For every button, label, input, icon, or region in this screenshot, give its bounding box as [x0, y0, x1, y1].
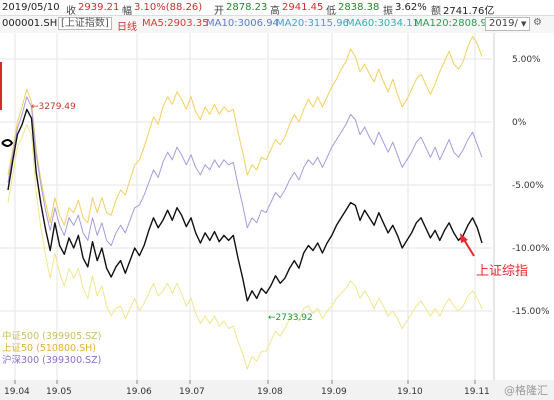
left-arrow-icon: ←: [268, 313, 276, 323]
low-label: 低: [326, 6, 336, 17]
annotation-arrowhead: [460, 233, 468, 243]
series-lines: [7, 35, 483, 370]
x-tick-label: 19.06: [126, 387, 152, 397]
low-value: 2838.38: [338, 2, 380, 13]
high-annotation-text: 3279.49: [38, 102, 76, 112]
legend-item-s500: 中证500 (399905.SZ): [2, 331, 102, 342]
series-line-index: [7, 108, 483, 302]
header-divider: [0, 15, 554, 16]
index-name-annotation: 上证综指: [476, 264, 529, 279]
x-tick-label: 19.11: [464, 387, 490, 397]
high-label: 高: [270, 6, 280, 17]
amp-label: 振: [383, 6, 393, 17]
x-axis: 19.04 19.05 19.06 19.07 19.08 19.09 19.10 19.11: [4, 380, 490, 397]
quote-header: 2019/05/10 收 2939.21 幅 3.10%(88.26) 开 28…: [0, 0, 554, 17]
settings-icon[interactable]: ⚙: [533, 17, 542, 28]
x-tick-label: 19.07: [179, 387, 205, 397]
y-tick-label: -10.00%: [512, 244, 550, 254]
high-value: 2941.45: [282, 2, 324, 13]
y-tick-label: -15.00%: [512, 307, 550, 317]
chevron-down-icon: ▼: [521, 20, 527, 28]
series-line-s500: [7, 124, 483, 370]
ma5-value: MA5:2903.35: [142, 18, 209, 29]
year-select-value: 2019/: [489, 18, 518, 29]
x-tick-label: 19.05: [46, 387, 72, 397]
y-axis: 5.00% 0% -5.00% -10.00% -15.00%: [493, 33, 550, 380]
ma10-value: MA10:3006.94: [206, 18, 279, 29]
x-axis-band: [0, 380, 554, 400]
start-marker: [1, 139, 14, 147]
ma120-value: MA120:2808.96: [414, 18, 494, 29]
y-tick-label: -5.00%: [512, 181, 544, 191]
legend: 中证500 (399905.SZ) 上证50 (510800.SH) 沪深300…: [2, 331, 101, 367]
chart-grid: [0, 33, 492, 380]
x-tick-label: 19.10: [397, 387, 423, 397]
legend-item-s50: 上证50 (510800.SH): [2, 343, 96, 354]
change-label: 幅: [122, 6, 132, 17]
amount-label: 额: [431, 6, 441, 17]
close-value: 2939.21: [78, 2, 120, 13]
watermark: @格隆汇: [504, 384, 548, 397]
indicator-bar: 000001.SH [上证指数] 日线 MA5:2903.35 MA10:300…: [0, 16, 554, 33]
low-annotation: ←2733.92: [268, 313, 313, 323]
amp-value: 3.62%: [395, 2, 427, 13]
amount-value: 2741.76亿: [443, 6, 495, 17]
left-arrow-icon: ←: [31, 102, 39, 112]
index-name-tag[interactable]: [上证指数]: [58, 17, 112, 30]
period-label[interactable]: 日线: [117, 22, 137, 33]
ma60-value: MA60:3034.11: [346, 18, 419, 29]
open-label: 开: [214, 6, 224, 17]
x-tick-label: 19.09: [321, 387, 347, 397]
x-tick-label: 19.04: [4, 387, 30, 397]
y-tick-label: 5.00%: [512, 55, 541, 65]
security-code: 000001.SH: [2, 18, 58, 29]
chart-marks: [0, 62, 475, 257]
close-label: 收: [66, 6, 76, 17]
quote-date: 2019/05/10: [2, 2, 60, 13]
legend-item-s300: 沪深300 (399300.SZ): [2, 355, 102, 366]
x-tick-label: 19.08: [257, 387, 283, 397]
low-annotation-text: 2733.92: [275, 313, 313, 323]
change-value: 3.10%(88.26): [134, 2, 203, 13]
series-line-s50: [7, 35, 483, 226]
open-value: 2878.23: [226, 2, 268, 13]
year-select[interactable]: 2019/ ▼: [485, 17, 531, 31]
y-tick-label: 0%: [512, 118, 527, 128]
high-annotation: ←3279.49: [31, 102, 76, 112]
ma20-value: MA20:3115.96: [276, 18, 349, 29]
series-line-s300: [7, 96, 483, 246]
